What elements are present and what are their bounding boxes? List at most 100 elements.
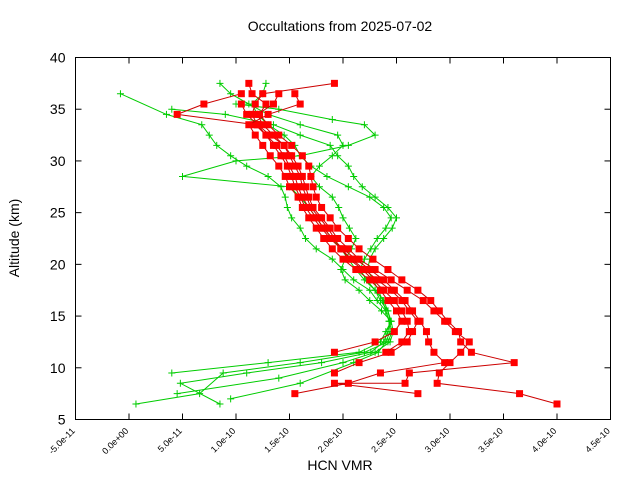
square-point [430,348,438,356]
plus-point [315,162,323,170]
square-point [398,297,406,305]
square-point [312,193,320,201]
plus-point [275,105,283,113]
square-point [303,193,311,201]
x-tick-label: 1.5e-10 [262,426,291,455]
square-point [334,224,342,232]
square-point [553,400,561,408]
square-point [237,100,245,108]
square-point [384,297,392,305]
square-point [296,172,304,180]
plus-point [216,400,224,408]
y-tick-label: 15 [50,308,66,324]
plus-point [315,183,323,191]
square-point [318,203,326,211]
plus-point [281,193,289,201]
square-point [253,121,261,129]
plus-point [382,224,390,232]
square-point [405,328,413,336]
plus-point [334,131,342,139]
square-point [446,359,454,367]
plus-point [296,131,304,139]
plus-point [388,224,396,232]
plus-point [371,245,379,253]
y-axis-title: Altitude (km) [6,199,22,278]
square-point [330,79,338,87]
square-point [380,276,388,284]
square-point [324,224,332,232]
square-point [291,162,299,170]
square-point [283,162,291,170]
square-point [307,172,315,180]
square-point [344,245,352,253]
plus-point [328,116,336,124]
square-point [371,338,379,346]
plus-point [232,157,240,165]
square-point [510,359,518,367]
square-point [422,328,430,336]
plus-point [318,359,326,367]
square-point [465,338,473,346]
red-series-0 [248,79,561,408]
square-point [309,214,317,222]
plus-point [334,152,342,160]
square-point [296,100,304,108]
square-point [373,276,381,284]
plus-point [205,131,213,139]
square-point [305,214,313,222]
square-point [419,297,427,305]
y-tick-label: 10 [50,360,66,376]
x-tick-label: 4.0e-10 [530,426,559,455]
square-point [281,172,289,180]
plus-point [262,79,270,87]
plus-point [302,235,310,242]
square-point [352,255,360,263]
square-point [403,317,411,325]
plus-point [296,224,304,232]
plus-point [323,172,331,180]
square-point [280,141,288,149]
plus-point [227,395,235,403]
square-point [291,390,299,398]
red-series-4 [245,90,406,356]
square-point [414,317,422,325]
plus-point [179,172,186,180]
square-point [309,183,317,191]
square-point [330,235,338,242]
plus-point [116,90,124,98]
square-point [259,141,267,149]
square-point [330,379,338,387]
square-point [326,235,334,242]
series-line [177,83,394,395]
plus-point [243,369,251,377]
square-point [369,276,377,284]
square-point [455,328,463,336]
square-point [387,348,395,356]
square-point [355,359,363,367]
series-line [171,108,398,400]
plus-point [132,400,140,408]
plus-point [339,214,347,222]
x-tick-label: 1.0e-10 [209,426,238,455]
square-point [414,390,422,398]
plus-point [275,374,283,382]
green-series-1 [173,79,397,398]
plus-point [219,369,227,377]
square-point [433,379,441,387]
square-point [405,307,413,315]
x-tick-label: 3.0e-10 [423,426,452,455]
square-point [330,348,338,356]
plus-point [162,110,170,118]
plus-point [176,379,184,387]
y-tick-label: 20 [50,256,66,272]
square-point [291,90,299,98]
square-point [294,193,302,201]
square-point [251,131,259,139]
square-point [245,121,253,129]
plus-point [264,172,272,180]
square-point [328,245,336,253]
plus-point [384,307,392,315]
plus-point [371,193,379,201]
plus-point [283,203,291,211]
square-point [387,286,395,294]
